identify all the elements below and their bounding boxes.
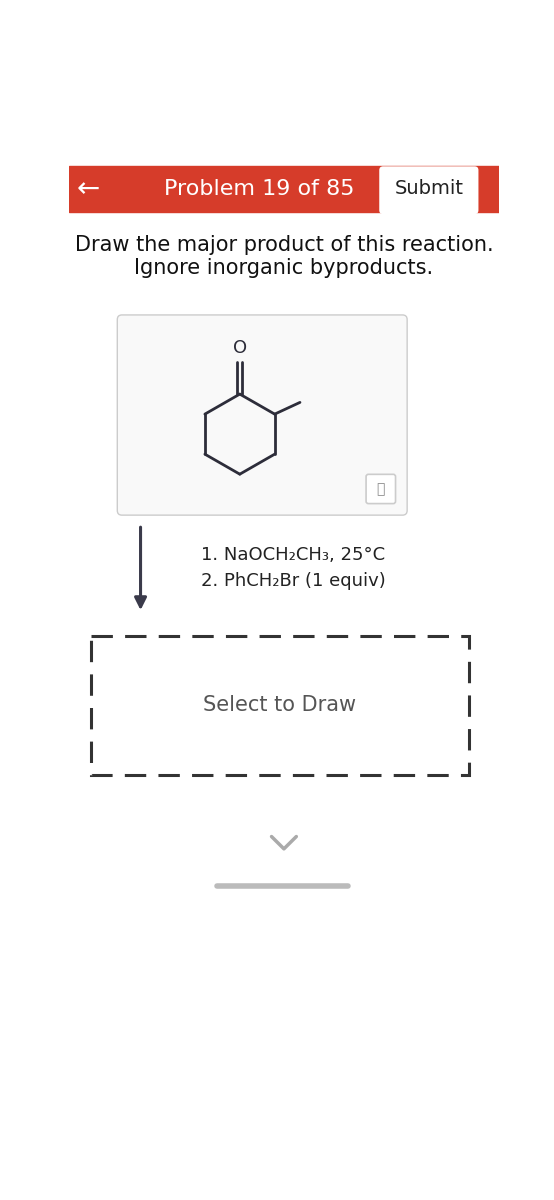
Text: Problem 19 of 85: Problem 19 of 85 bbox=[164, 179, 355, 199]
Text: 2. PhCH₂Br (1 equiv): 2. PhCH₂Br (1 equiv) bbox=[201, 572, 386, 590]
Bar bbox=[69, 166, 499, 211]
FancyBboxPatch shape bbox=[379, 167, 479, 214]
Text: Draw the major product of this reaction.: Draw the major product of this reaction. bbox=[75, 235, 493, 254]
Text: 1. NaOCH₂CH₃, 25°C: 1. NaOCH₂CH₃, 25°C bbox=[201, 546, 385, 564]
FancyBboxPatch shape bbox=[117, 314, 407, 515]
Text: Submit: Submit bbox=[394, 179, 463, 198]
Text: ←: ← bbox=[76, 175, 100, 203]
Text: O: O bbox=[233, 340, 247, 358]
Bar bbox=[91, 636, 469, 775]
Text: Select to Draw: Select to Draw bbox=[203, 695, 357, 715]
FancyBboxPatch shape bbox=[366, 474, 396, 504]
Bar bbox=[69, 144, 499, 166]
Text: ⌕: ⌕ bbox=[377, 482, 385, 496]
Text: Ignore inorganic byproducts.: Ignore inorganic byproducts. bbox=[135, 258, 433, 278]
